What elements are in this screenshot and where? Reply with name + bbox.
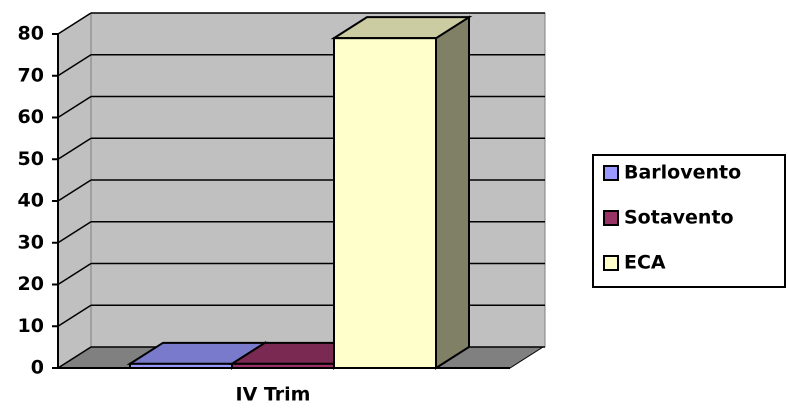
grid-line — [57, 262, 92, 286]
legend-swatch — [603, 165, 619, 181]
y-tick-label: 20 — [18, 273, 44, 295]
bar-side — [435, 15, 470, 370]
grid-line — [57, 221, 92, 244]
y-tick-label: 60 — [18, 106, 44, 128]
grid-line — [57, 54, 92, 77]
y-tick-label: 30 — [18, 231, 44, 253]
legend-label: Sotavento — [624, 207, 734, 229]
grid-line — [57, 179, 92, 202]
legend-swatch — [603, 255, 619, 271]
y-tick-label: 50 — [18, 148, 44, 170]
y-tick-label: 10 — [18, 315, 44, 337]
legend-label: Barlovento — [624, 162, 741, 184]
grid-line — [57, 12, 92, 35]
x-tick-label: IV Trim — [236, 384, 311, 406]
grid-line — [57, 95, 92, 119]
grid-line — [57, 137, 92, 160]
bar — [231, 362, 335, 370]
legend-label: ECA — [624, 252, 666, 274]
bar — [333, 37, 437, 370]
y-tick-label: 40 — [18, 190, 44, 212]
grid-line — [57, 346, 92, 369]
y-tick-label: 70 — [18, 64, 44, 86]
grid-line — [57, 304, 92, 327]
y-tick-label: 80 — [18, 23, 44, 45]
bar — [129, 362, 233, 370]
y-tick-label: 0 — [31, 357, 44, 379]
legend-swatch — [603, 210, 619, 226]
legend — [592, 154, 786, 288]
